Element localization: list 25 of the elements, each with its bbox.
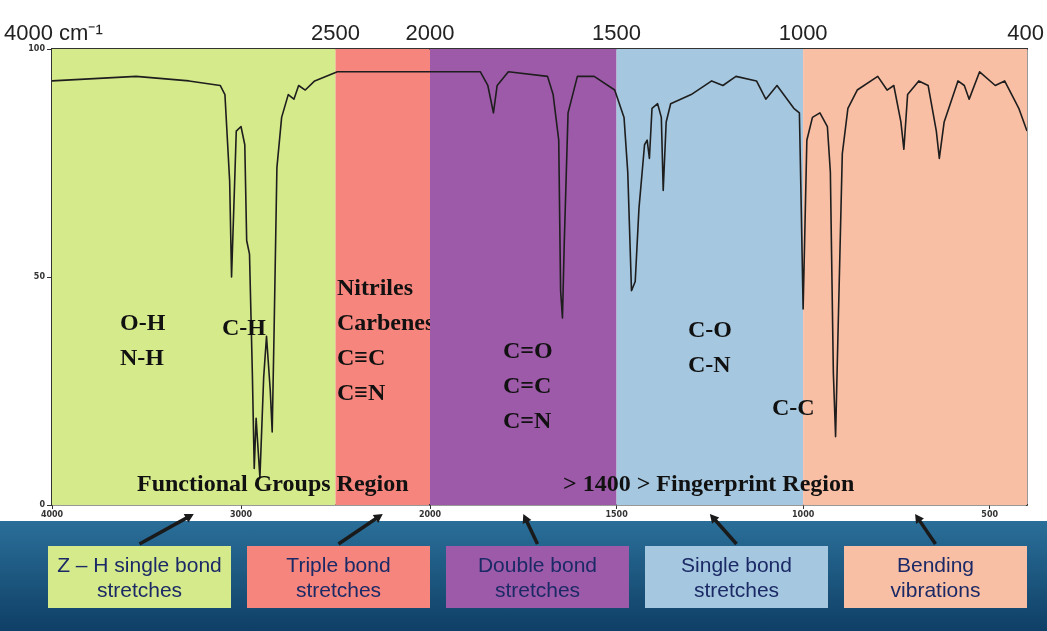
annotation: Nitriles Carbenes C≡C C≡N [337,273,435,407]
x-tick-label: 1000 [791,509,815,519]
x2-tick-label: 1000 [778,20,828,46]
x2-tick-label: 400 [1007,20,1045,46]
x2-tick-label: 2500 [311,20,360,46]
y-tick-label: 0 [39,500,46,510]
x-tick-label: 500 [981,509,999,519]
x2-tick-label: 2000 [405,20,455,46]
band-label: Bending vibrations [844,546,1027,608]
x2-tick-label: 1500 [592,20,642,46]
y-tick-label: 50 [33,272,46,282]
x-tick-label: 2000 [418,509,442,519]
annotation: C-C [772,393,815,422]
x-tick-label: 1500 [605,509,629,519]
y-tick-label: 100 [28,44,46,54]
annotation: Functional Groups Region [137,469,409,498]
band-label: Triple bond stretches [247,546,430,608]
band-label: Single bond stretches [645,546,828,608]
annotation: C=O C=C C=N [503,336,553,435]
x-tick-label: 4000 [40,509,64,519]
annotation: C-O C-N [688,315,732,379]
x-tick-label: 3000 [229,509,253,519]
band-label: Double bond stretches [446,546,629,608]
annotation: O-H N-H [120,308,166,372]
band-label: Z – H single bond stretches [48,546,231,608]
